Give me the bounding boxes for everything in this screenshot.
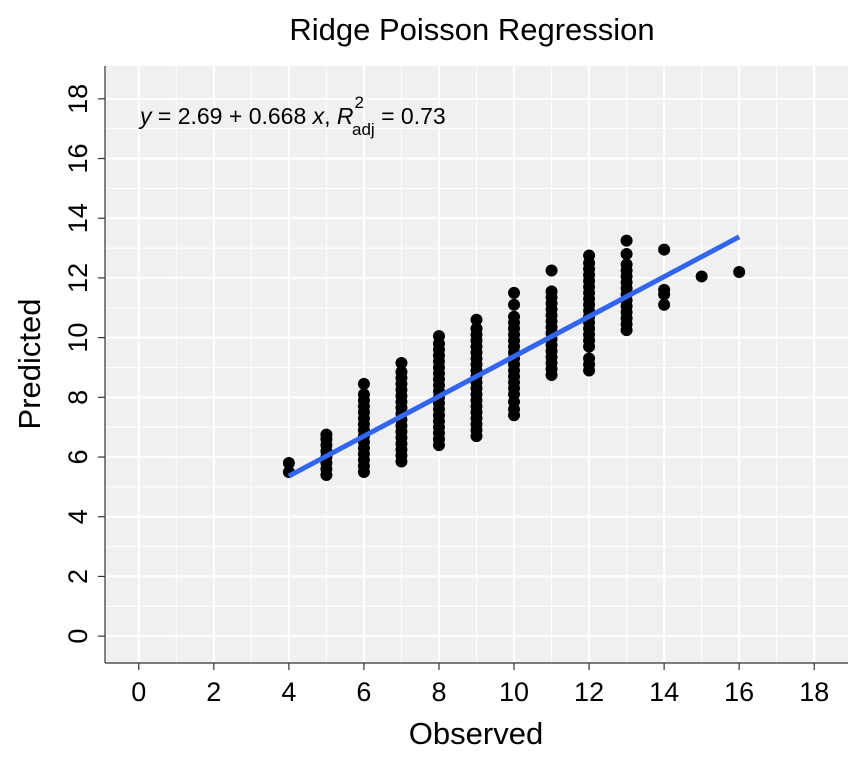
data-point bbox=[357, 377, 370, 390]
data-point bbox=[583, 352, 596, 365]
x-tick-label: 16 bbox=[724, 677, 754, 707]
major-gridlines bbox=[105, 66, 848, 663]
data-point bbox=[658, 243, 671, 256]
y-tick-label: 0 bbox=[63, 629, 93, 644]
y-tick-label: 14 bbox=[63, 203, 93, 233]
data-point bbox=[470, 322, 483, 335]
data-point bbox=[395, 357, 408, 370]
data-point bbox=[508, 298, 521, 311]
data-point bbox=[545, 264, 558, 277]
data-point bbox=[282, 457, 295, 470]
data-point bbox=[695, 270, 708, 283]
data-point bbox=[620, 234, 633, 247]
data-point bbox=[357, 388, 370, 401]
x-axis-title: Observed bbox=[409, 716, 543, 751]
data-point bbox=[658, 298, 671, 311]
data-point bbox=[620, 258, 633, 271]
x-tick-label: 6 bbox=[356, 677, 371, 707]
y-axis-ticks: 0 2 4 6 8 10 12 14 16 18 bbox=[63, 84, 105, 644]
data-point bbox=[545, 285, 558, 298]
x-tick-label: 18 bbox=[799, 677, 829, 707]
data-point bbox=[620, 248, 633, 261]
x-tick-label: 14 bbox=[649, 677, 679, 707]
data-point bbox=[658, 283, 671, 296]
x-tick-label: 10 bbox=[499, 677, 529, 707]
y-axis-title: Predicted bbox=[12, 299, 47, 430]
x-tick-label: 2 bbox=[206, 677, 221, 707]
x-tick-label: 12 bbox=[574, 677, 604, 707]
data-point bbox=[470, 313, 483, 326]
axes bbox=[104, 66, 848, 664]
y-tick-label: 16 bbox=[63, 144, 93, 174]
y-tick-label: 18 bbox=[63, 84, 93, 114]
data-point bbox=[320, 428, 333, 441]
y-tick-label: 12 bbox=[63, 263, 93, 293]
data-point bbox=[508, 286, 521, 299]
x-tick-label: 8 bbox=[431, 677, 446, 707]
regression-line bbox=[287, 234, 741, 479]
data-point bbox=[508, 310, 521, 323]
y-tick-label: 6 bbox=[63, 450, 93, 465]
x-tick-label: 4 bbox=[281, 677, 296, 707]
data-point bbox=[395, 365, 408, 378]
y-tick-label: 2 bbox=[63, 569, 93, 584]
y-tick-label: 4 bbox=[63, 509, 93, 524]
data-point bbox=[432, 330, 445, 343]
y-tick-label: 8 bbox=[63, 390, 93, 405]
x-tick-label: 0 bbox=[131, 677, 146, 707]
y-tick-label: 10 bbox=[63, 323, 93, 353]
chart-title: Ridge Poisson Regression bbox=[289, 12, 654, 47]
regression-equation: y = 2.69 + 0.668 x, R2 adj = 0.73 bbox=[138, 93, 446, 139]
x-axis-ticks: 0 2 4 6 8 10 12 14 16 18 bbox=[131, 663, 829, 707]
data-point bbox=[733, 265, 746, 278]
data-point bbox=[583, 249, 596, 262]
